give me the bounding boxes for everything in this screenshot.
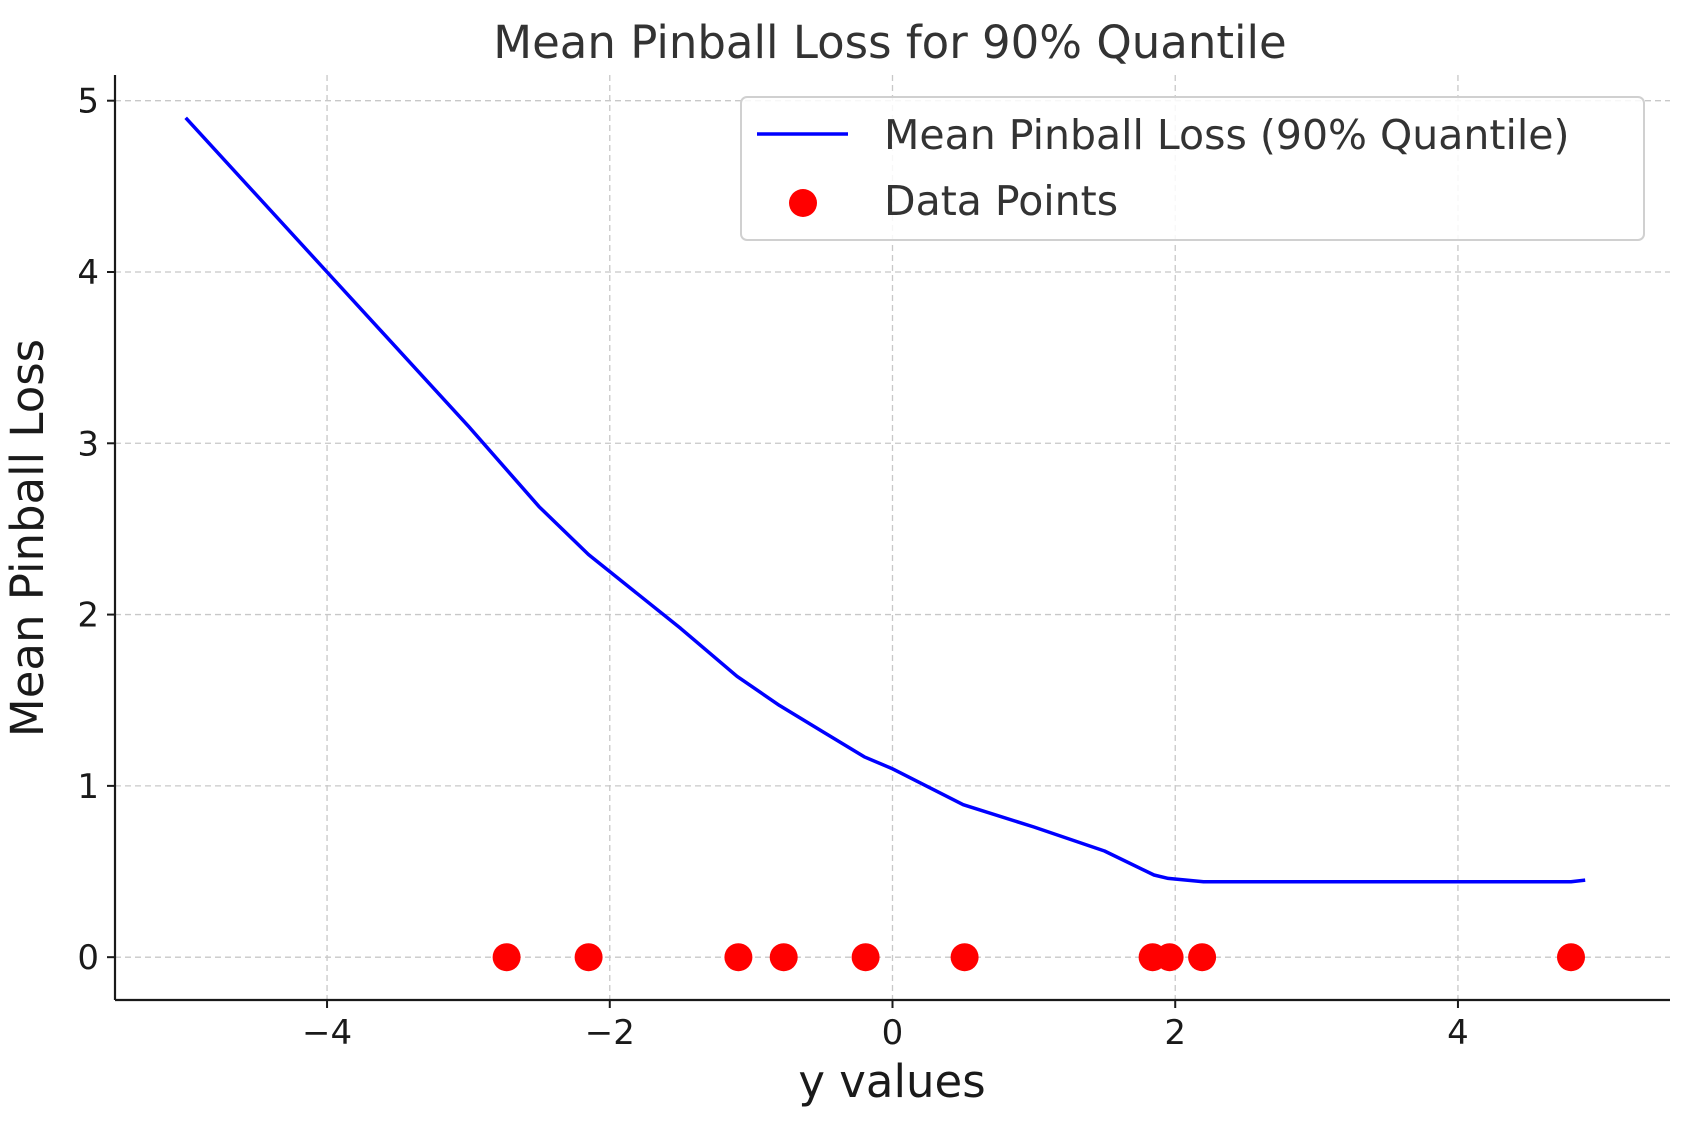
data-point <box>1155 943 1184 972</box>
legend-box <box>740 96 1645 241</box>
y-tick-label: 5 <box>77 82 99 122</box>
data-point <box>724 943 753 972</box>
x-tick-label: 2 <box>1164 1013 1186 1053</box>
legend-label-points: Data Points <box>884 177 1118 225</box>
y-ticks: 0 1 2 3 4 5 <box>77 82 115 978</box>
y-tick-label: 0 <box>77 938 99 978</box>
data-point <box>851 943 880 972</box>
data-point <box>492 943 521 972</box>
legend-label-line: Mean Pinball Loss (90% Quantile) <box>884 111 1569 159</box>
data-point <box>769 943 798 972</box>
legend: Mean Pinball Loss (90% Quantile) Data Po… <box>740 96 1645 241</box>
x-axis-label: y values <box>798 1055 985 1108</box>
x-tick-label: −2 <box>585 1013 635 1053</box>
series-layer <box>184 116 1586 972</box>
legend-point-swatch <box>789 189 817 217</box>
data-point <box>1188 943 1217 972</box>
y-tick-label: 2 <box>77 596 99 636</box>
data-point <box>574 943 603 972</box>
x-tick-label: −4 <box>302 1013 352 1053</box>
y-axis-label: Mean Pinball Loss <box>1 339 54 737</box>
y-tick-label: 3 <box>77 424 99 464</box>
data-point <box>950 943 979 972</box>
data-point <box>1557 943 1585 972</box>
x-tick-label: 0 <box>882 1013 904 1053</box>
y-tick-label: 1 <box>77 767 99 807</box>
x-ticks: −4 −2 0 2 4 <box>302 1000 1469 1053</box>
series-line-pinball-loss <box>184 116 1586 884</box>
x-tick-label: 4 <box>1447 1013 1469 1053</box>
chart-title: Mean Pinball Loss for 90% Quantile <box>493 16 1286 69</box>
y-tick-label: 4 <box>77 253 99 293</box>
